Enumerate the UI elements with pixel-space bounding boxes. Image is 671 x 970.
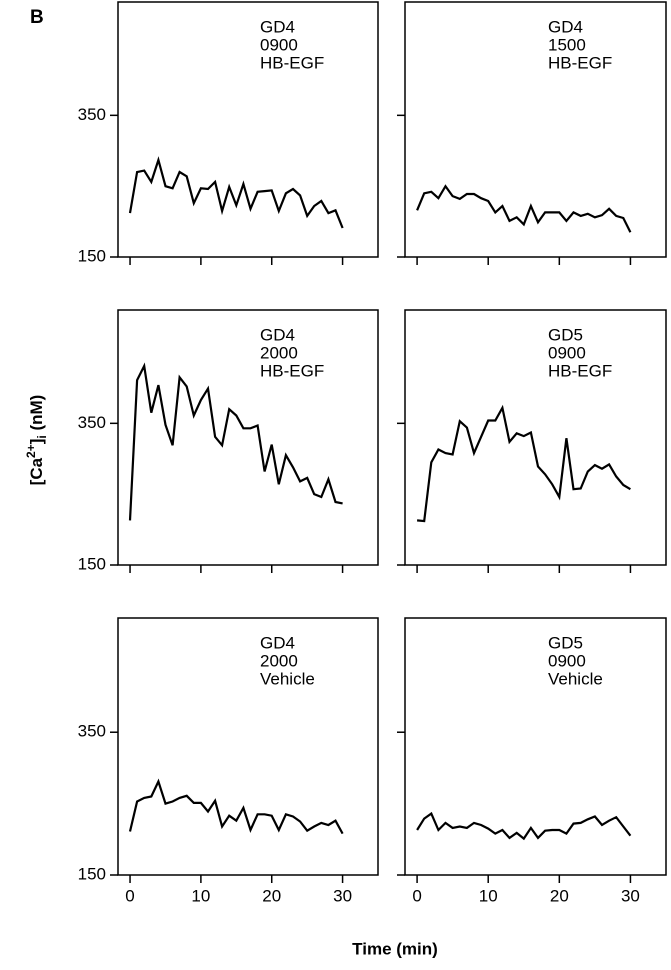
panel-annotation: Vehicle <box>548 669 603 688</box>
plot-frame <box>404 1 667 258</box>
plot-frame <box>117 617 379 876</box>
data-line <box>128 362 343 521</box>
data-line <box>416 811 632 841</box>
y-tick-label: 150 <box>78 554 106 573</box>
y-label-part: i <box>35 435 49 438</box>
panel-annotation: GD4 <box>548 17 583 36</box>
plot-frame <box>117 309 379 566</box>
plot-frame <box>404 309 667 566</box>
panel-annotation: HB-EGF <box>260 53 324 72</box>
y-label-part: 2+ <box>24 444 38 458</box>
data-line <box>128 778 344 835</box>
x-axis-label: Time (min) <box>352 939 438 958</box>
plot-frame <box>117 1 379 258</box>
panel-annotation: 2000 <box>260 343 298 362</box>
panel-label: B <box>30 7 44 28</box>
y-tick-label: 350 <box>78 722 106 741</box>
panel-annotation: 2000 <box>260 651 298 670</box>
x-tick-label: 0 <box>412 886 421 905</box>
panel-annotation: HB-EGF <box>548 361 612 380</box>
panel-annotation: GD5 <box>548 325 583 344</box>
panel-annotation: 0900 <box>548 343 586 362</box>
data-line <box>416 184 632 233</box>
y-label-part: (nM) <box>27 395 46 436</box>
panel-annotation: GD4 <box>260 17 295 36</box>
panel-annotation: GD4 <box>260 633 295 652</box>
panel-annotation: 0900 <box>548 651 586 670</box>
y-label-part: ] <box>27 439 46 445</box>
x-tick-label: 10 <box>479 886 498 905</box>
x-tick-label: 30 <box>333 886 352 905</box>
x-tick-label: 20 <box>262 886 281 905</box>
panel-annotation: 0900 <box>260 35 298 54</box>
x-tick-label: 10 <box>191 886 210 905</box>
y-label-part: [Ca <box>27 457 46 485</box>
panel-annotation: HB-EGF <box>260 361 324 380</box>
x-tick-label: 30 <box>621 886 640 905</box>
y-tick-label: 350 <box>78 105 106 124</box>
data-line <box>416 404 631 523</box>
data-line <box>128 156 344 229</box>
panel-annotation: HB-EGF <box>548 53 612 72</box>
y-tick-label: 350 <box>78 413 106 432</box>
plot-frame <box>404 617 667 876</box>
x-tick-label: 20 <box>550 886 569 905</box>
y-tick-label: 150 <box>78 864 106 883</box>
panel-annotation: GD5 <box>548 633 583 652</box>
x-tick-label: 0 <box>125 886 134 905</box>
panel-annotation: Vehicle <box>260 669 315 688</box>
panel-annotation: GD4 <box>260 325 295 344</box>
panel-annotation: 1500 <box>548 35 586 54</box>
y-tick-label: 150 <box>78 246 106 265</box>
y-axis-label: [Ca2+]i (nM) <box>24 395 49 486</box>
